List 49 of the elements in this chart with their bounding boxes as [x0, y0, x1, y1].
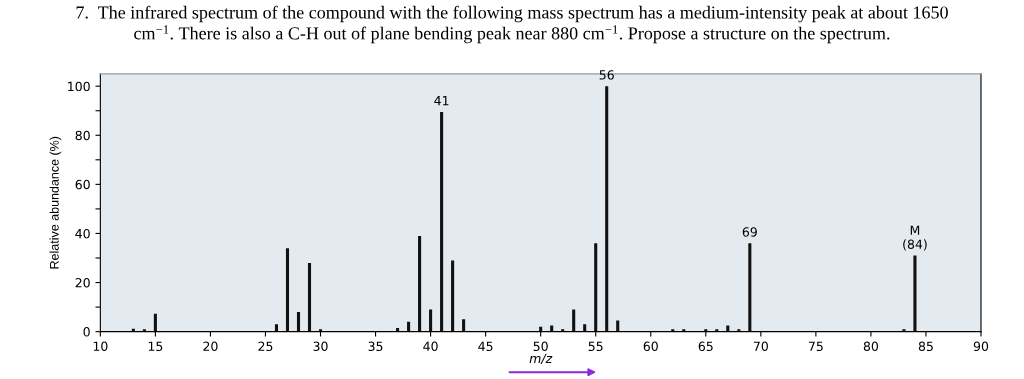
bar	[594, 243, 598, 332]
x-tick-label: 40	[423, 341, 438, 352]
bar	[726, 325, 730, 332]
x-tick-label: 60	[643, 341, 658, 352]
y-tick-label: 80	[75, 130, 90, 141]
y-tick-label: 0	[83, 327, 90, 337]
bar	[153, 313, 157, 332]
annotation: 56	[599, 70, 614, 80]
bar	[550, 325, 554, 332]
bar	[307, 262, 312, 332]
bar	[418, 235, 422, 332]
y-tick-label: 20	[75, 278, 90, 288]
x-tick-label: 70	[753, 341, 768, 352]
bar	[748, 243, 752, 332]
x-tick-label: 25	[258, 341, 273, 352]
x-tick-label: 30	[313, 341, 328, 352]
annotation: 69	[742, 227, 757, 237]
bar	[451, 260, 455, 332]
x-tick-label: 90	[973, 341, 989, 352]
x-tick-label: 50	[533, 341, 548, 352]
y-tick-label: 100	[68, 81, 90, 92]
bar	[285, 248, 290, 332]
x-tick-label: 65	[698, 341, 713, 352]
annotation: 41	[434, 96, 449, 106]
x-tick-label: 85	[918, 341, 933, 352]
annotation: M (84)	[903, 225, 927, 251]
bar	[440, 111, 444, 332]
x-tick-label: 35	[368, 341, 383, 352]
bar	[429, 309, 433, 332]
bar	[583, 324, 587, 332]
bar	[913, 255, 917, 332]
y-tick-label: 60	[75, 179, 90, 190]
x-tick-label: 75	[808, 341, 823, 352]
x-tick-label: 80	[863, 341, 879, 352]
bar	[274, 324, 279, 332]
x-tick-label: 20	[203, 341, 218, 352]
y-tick-label: 40	[75, 228, 90, 239]
y-axis-title: Relative abundance (%)	[49, 136, 62, 269]
bar	[572, 309, 576, 332]
bar	[605, 86, 609, 332]
x-axis-title: m/z	[529, 353, 553, 365]
bar	[296, 311, 301, 332]
bar	[462, 319, 466, 332]
bar	[407, 321, 411, 332]
x-tick-label: 10	[93, 341, 108, 352]
x-tick-label: 55	[588, 341, 603, 352]
x-tick-label: 15	[148, 341, 163, 352]
chart-title: 7. The infrared spectrum of the compound with the following mass spectrum has a medium-intensity peak at about 1650 cm$^{−1}$. There is also a C-H out of plane bending peak near 880 cm$^{−1}$. Propose a structure on the spectrum.	[76, 5, 948, 44]
x-tick-label: 45	[478, 341, 493, 352]
